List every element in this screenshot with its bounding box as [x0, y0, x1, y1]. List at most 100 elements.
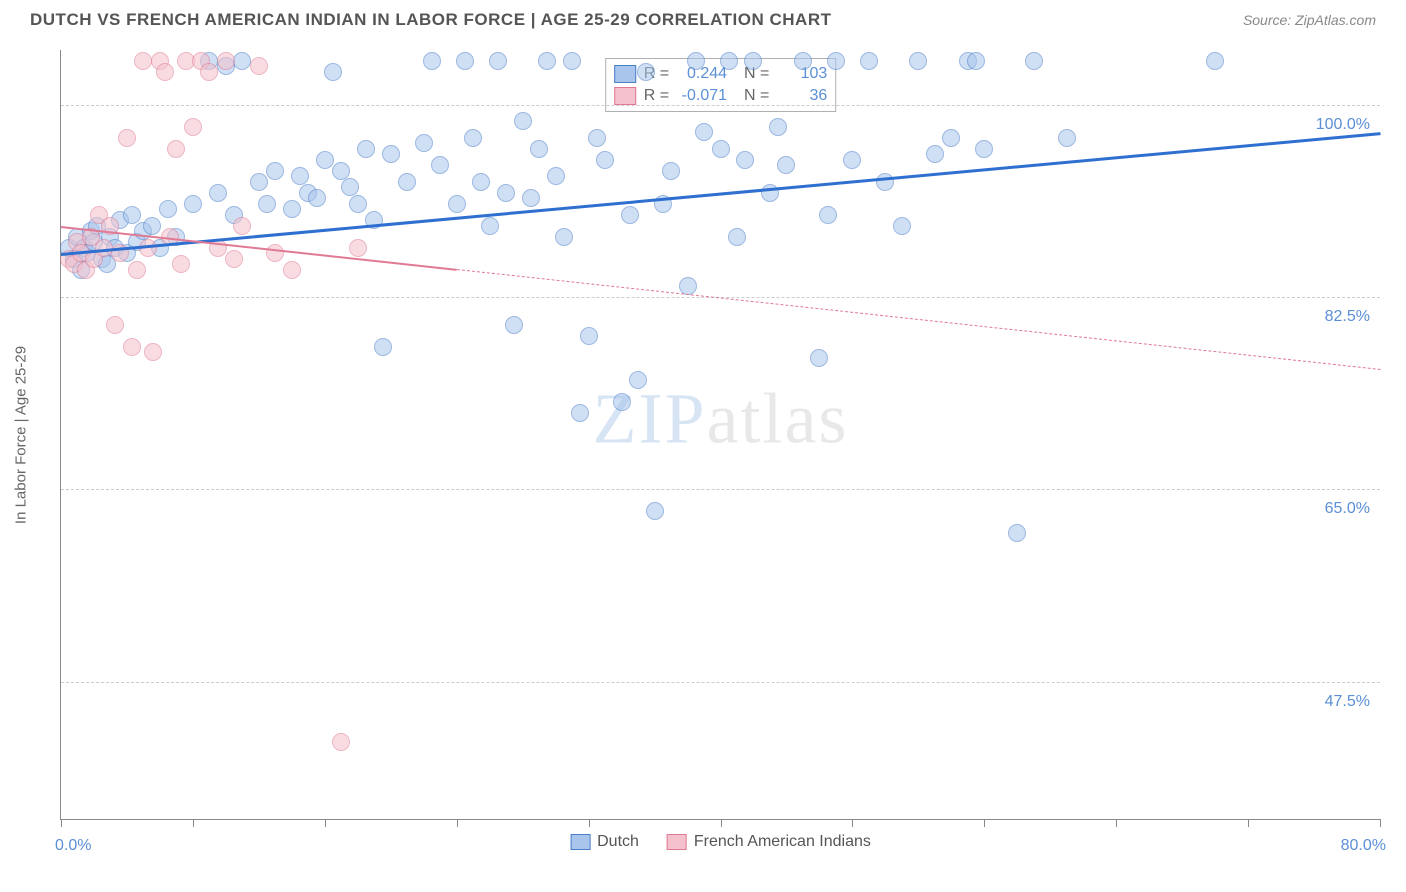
data-point — [423, 52, 441, 70]
legend-swatch — [570, 834, 590, 850]
data-point — [266, 162, 284, 180]
data-point — [143, 217, 161, 235]
data-point — [415, 134, 433, 152]
data-point — [777, 156, 795, 174]
trend-line — [457, 269, 1380, 370]
data-point — [456, 52, 474, 70]
data-point — [398, 173, 416, 191]
data-point — [209, 184, 227, 202]
legend-label: French American Indians — [694, 833, 871, 851]
data-point — [283, 200, 301, 218]
x-tick — [61, 819, 62, 827]
data-point — [926, 145, 944, 163]
data-point — [134, 52, 152, 70]
x-tick — [984, 819, 985, 827]
gridline — [61, 489, 1380, 490]
x-axis-max-label: 80.0% — [1341, 837, 1386, 855]
x-tick — [721, 819, 722, 827]
x-tick — [589, 819, 590, 827]
data-point — [712, 140, 730, 158]
data-point — [448, 195, 466, 213]
data-point — [942, 129, 960, 147]
data-point — [324, 63, 342, 81]
data-point — [1206, 52, 1224, 70]
data-point — [571, 404, 589, 422]
x-tick — [852, 819, 853, 827]
data-point — [522, 189, 540, 207]
data-point — [118, 129, 136, 147]
data-point — [497, 184, 515, 202]
y-tick-label: 82.5% — [1325, 308, 1370, 326]
data-point — [250, 173, 268, 191]
stat-r-value: 0.244 — [677, 65, 727, 83]
data-point — [695, 123, 713, 141]
data-point — [159, 200, 177, 218]
data-point — [472, 173, 490, 191]
x-tick — [1116, 819, 1117, 827]
stat-swatch — [614, 65, 636, 83]
data-point — [637, 63, 655, 81]
legend-item: Dutch — [570, 833, 639, 851]
data-point — [687, 52, 705, 70]
data-point — [876, 173, 894, 191]
data-point — [1058, 129, 1076, 147]
data-point — [1008, 524, 1026, 542]
data-point — [547, 167, 565, 185]
stats-row: R =-0.071 N =36 — [614, 85, 828, 107]
data-point — [975, 140, 993, 158]
data-point — [200, 63, 218, 81]
data-point — [893, 217, 911, 235]
chart-title: DUTCH VS FRENCH AMERICAN INDIAN IN LABOR… — [30, 10, 831, 30]
data-point — [909, 52, 927, 70]
data-point — [530, 140, 548, 158]
x-tick — [193, 819, 194, 827]
data-point — [250, 57, 268, 75]
data-point — [489, 52, 507, 70]
chart-legend: Dutch French American Indians — [570, 833, 871, 851]
stat-swatch — [614, 87, 636, 105]
data-point — [172, 255, 190, 273]
watermark-right: atlas — [707, 379, 849, 459]
data-point — [736, 151, 754, 169]
data-point — [580, 327, 598, 345]
legend-item: French American Indians — [667, 833, 871, 851]
data-point — [588, 129, 606, 147]
data-point — [291, 167, 309, 185]
data-point — [810, 349, 828, 367]
data-point — [514, 112, 532, 130]
data-point — [167, 140, 185, 158]
data-point — [827, 52, 845, 70]
stat-r-value: -0.071 — [677, 87, 727, 105]
data-point — [464, 129, 482, 147]
data-point — [316, 151, 334, 169]
data-point — [258, 195, 276, 213]
watermark: ZIPatlas — [593, 378, 849, 461]
data-point — [283, 261, 301, 279]
scatter-chart: In Labor Force | Age 25-29 ZIPatlas R =0… — [60, 50, 1380, 820]
data-point — [332, 162, 350, 180]
data-point — [308, 189, 326, 207]
header: DUTCH VS FRENCH AMERICAN INDIAN IN LABOR… — [0, 0, 1406, 35]
x-tick — [325, 819, 326, 827]
data-point — [382, 145, 400, 163]
data-point — [233, 52, 251, 70]
data-point — [332, 733, 350, 751]
data-point — [225, 250, 243, 268]
y-tick-label: 65.0% — [1325, 500, 1370, 518]
data-point — [349, 239, 367, 257]
data-point — [744, 52, 762, 70]
data-point — [341, 178, 359, 196]
stat-n-value: 36 — [777, 87, 827, 105]
y-tick-label: 100.0% — [1316, 116, 1370, 134]
data-point — [184, 118, 202, 136]
data-point — [481, 217, 499, 235]
data-point — [156, 63, 174, 81]
data-point — [128, 261, 146, 279]
data-point — [233, 217, 251, 235]
data-point — [819, 206, 837, 224]
gridline — [61, 105, 1380, 106]
data-point — [538, 52, 556, 70]
data-point — [563, 52, 581, 70]
source-attribution: Source: ZipAtlas.com — [1243, 12, 1376, 28]
data-point — [431, 156, 449, 174]
